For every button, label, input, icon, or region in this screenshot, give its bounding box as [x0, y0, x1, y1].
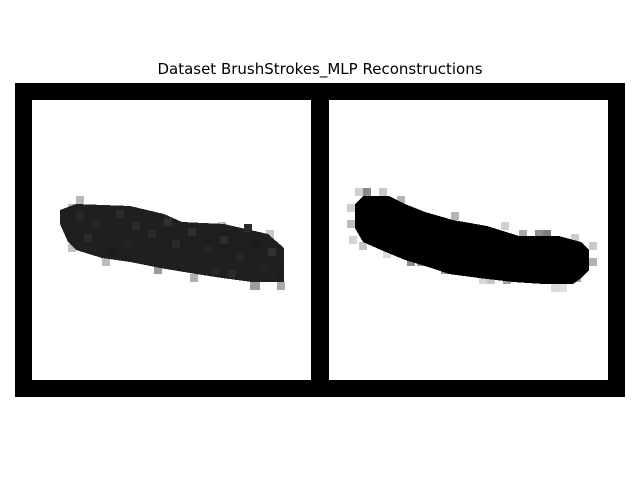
stroke-pixels	[347, 188, 597, 292]
image-grid	[15, 83, 625, 397]
stroke-pixels	[60, 196, 285, 290]
figure-title: Dataset BrushStrokes_MLP Reconstructions	[157, 60, 483, 78]
reconstruction-brush-stroke-image	[329, 100, 608, 380]
original-brush-stroke-image	[32, 100, 311, 380]
